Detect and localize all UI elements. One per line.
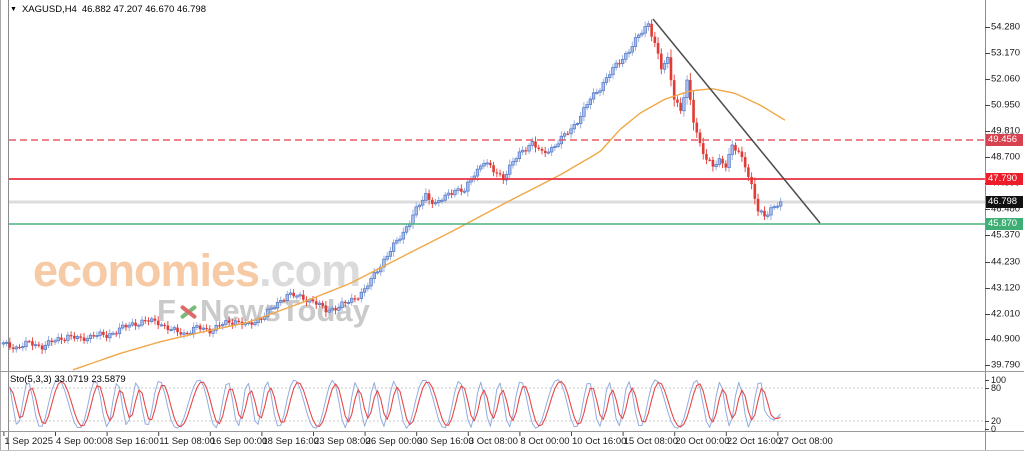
chart-title-bar: ▼ XAGUSD,H4 46.882 47.207 46.670 46.798 [10,4,206,15]
time-axis-label: 10 Oct 16:00 [572,436,627,447]
price-badge: 49.456 [986,134,1023,146]
price-axis-label: 40.900 [991,333,1021,345]
price-axis-label: 50.950 [991,99,1021,111]
price-axis-label: 46.480 [991,203,1021,215]
time-axis-label: 30 Sep 16:00 [417,436,474,447]
price-axis-label: 43.120 [991,282,1021,294]
time-axis-label: 8 Sep 16:00 [107,436,159,447]
time-axis-label: 1 Sep 2025 [4,436,53,447]
price-axis-label: 48.700 [991,151,1021,163]
time-axis-label: 22 Oct 16:00 [726,436,782,447]
price-axis-label: 54.280 [991,21,1021,33]
time-axis-label: 20 Oct 00:00 [675,436,730,447]
indicator-scale-label: 80 [991,383,1002,393]
time-axis-label: 4 Sep 00:00 [56,436,108,447]
symbol-period-label: XAGUSD,H4 [21,4,77,15]
time-axis-label: 27 Oct 08:00 [778,436,833,447]
indicator-scale-label: 0 [991,424,997,434]
price-axis-label: 49.810 [991,125,1021,137]
symbol-dropdown-icon[interactable]: ▼ [10,6,17,13]
time-axis-label: 8 Oct 00:00 [520,436,570,447]
time-axis-label: 26 Sep 00:00 [365,436,423,447]
indicator-scale-label: 20 [991,416,1002,426]
price-axis-label: 39.790 [991,359,1021,371]
price-axis-label: 45.370 [991,229,1021,241]
price-badge: 45.870 [986,218,1023,230]
price-axis-label: 52.060 [991,73,1021,85]
time-axis-label: 11 Sep 08:00 [159,436,216,447]
price-axis-label: 44.230 [991,256,1021,268]
indicator-scale-label: 100 [991,375,1007,385]
price-axis-label: 53.170 [991,47,1021,59]
time-axis-label: 15 Oct 08:00 [623,436,678,447]
ohlc-values: 46.882 47.207 46.670 46.798 [81,4,206,15]
time-axis-label: 23 Sep 08:00 [314,436,371,447]
stochastic-label: Sto(5,3,3) 33.0719 23.5879 [10,374,126,385]
price-badge: 46.798 [986,196,1023,208]
price-axis-label: 42.010 [991,308,1021,320]
time-axis-label: 3 Oct 08:00 [468,436,518,447]
time-axis-label: 16 Sep 00:00 [210,436,268,447]
price-badge: 47.790 [986,173,1023,185]
time-axis-label: 18 Sep 16:00 [262,436,319,447]
